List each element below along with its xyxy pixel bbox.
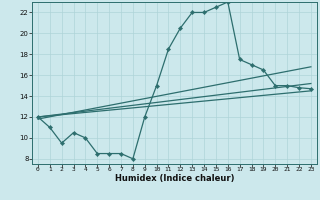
X-axis label: Humidex (Indice chaleur): Humidex (Indice chaleur)	[115, 174, 234, 183]
